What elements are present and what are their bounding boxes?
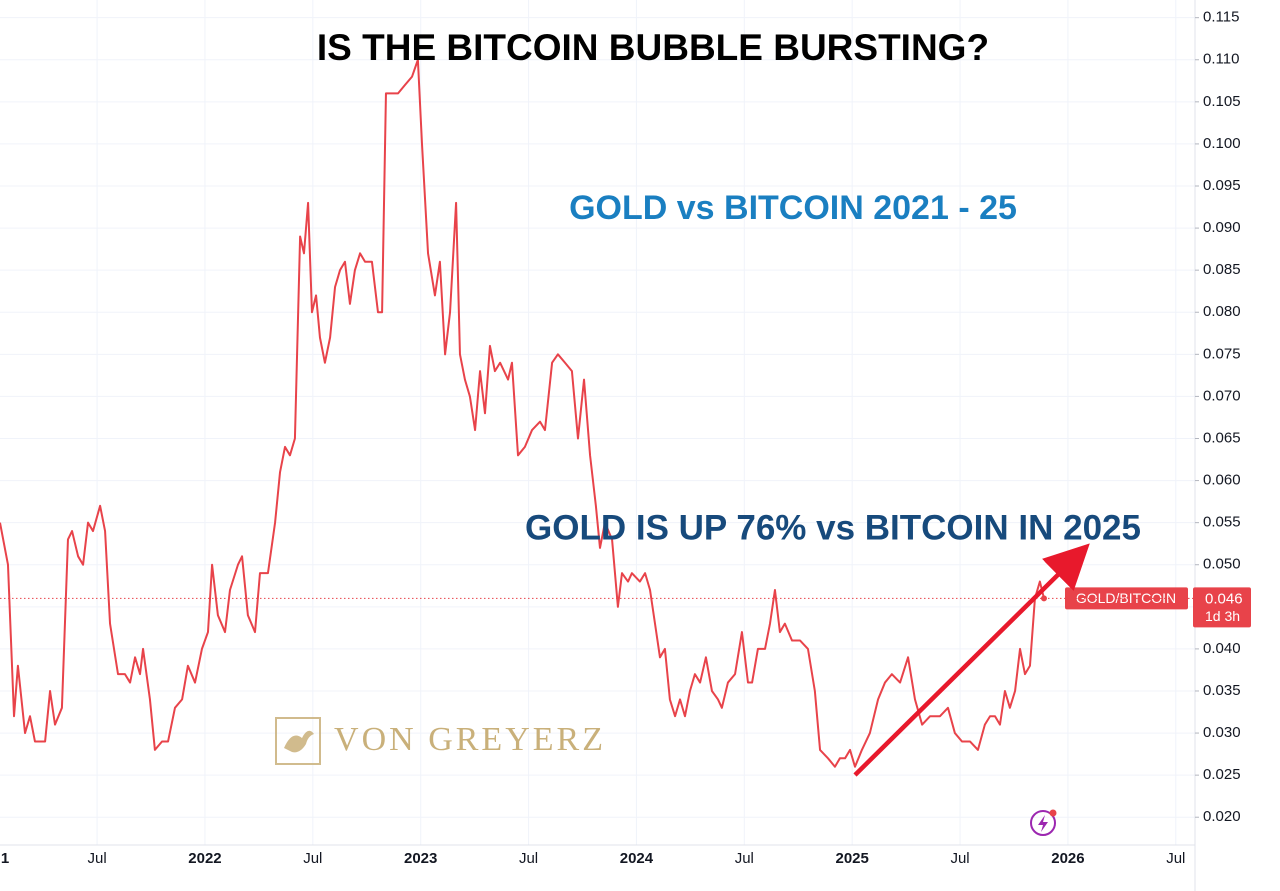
x-tick-label: 2024 xyxy=(620,850,654,867)
y-tick-label: 0.050 xyxy=(1203,556,1241,573)
y-tick-label: 0.110 xyxy=(1203,51,1239,68)
x-tick-label: 2023 xyxy=(404,850,437,867)
price-line xyxy=(0,58,1045,768)
x-tick-label: Jul xyxy=(87,850,106,867)
trend-arrow xyxy=(853,543,1090,777)
watermark-logo xyxy=(275,717,321,765)
y-tick-label: 0.065 xyxy=(1203,429,1241,446)
price-label: 0.046 xyxy=(1205,590,1243,607)
y-tick-label: 0.115 xyxy=(1203,9,1239,26)
x-tick-label: Jul xyxy=(519,850,538,867)
last-point xyxy=(1040,595,1047,602)
grid xyxy=(0,0,1195,845)
series-label-box xyxy=(1065,587,1188,610)
y-tick-label: 0.020 xyxy=(1203,808,1241,825)
y-tick-label: 0.105 xyxy=(1203,93,1241,110)
x-tick-label: 2022 xyxy=(188,850,221,867)
series-label: GOLD/BITCOIN xyxy=(1076,590,1176,606)
y-tick-label: 0.075 xyxy=(1203,345,1241,362)
y-tick-label: 0.040 xyxy=(1203,640,1241,657)
y-tick-label: 0.080 xyxy=(1203,303,1241,320)
countdown-label: 1d 3h xyxy=(1205,608,1240,624)
chart-subtitle: GOLD vs BITCOIN 2021 - 25 xyxy=(569,189,1017,227)
y-tick-label: 0.085 xyxy=(1203,261,1241,278)
x-tick-label: 2026 xyxy=(1051,850,1084,867)
y-tick-label: 0.030 xyxy=(1203,724,1241,741)
x-tick-label: Jul xyxy=(735,850,754,867)
y-tick-label: 0.090 xyxy=(1203,219,1241,236)
y-tick-label: 0.100 xyxy=(1203,135,1241,152)
x-tick-label: 1 xyxy=(1,850,9,867)
watermark: VON GREYERZ xyxy=(334,721,606,758)
price-label-box xyxy=(1193,587,1251,628)
y-tick-label: 0.035 xyxy=(1203,682,1241,699)
y-tick-label: 0.095 xyxy=(1203,177,1241,194)
y-tick-label: 0.055 xyxy=(1203,514,1241,531)
x-tick-label: Jul xyxy=(950,850,969,867)
plot xyxy=(0,58,1195,768)
annotation: GOLD IS UP 76% vs BITCOIN IN 2025 xyxy=(525,508,1141,547)
alert-icon[interactable] xyxy=(1030,809,1057,836)
y-tick-label: 0.060 xyxy=(1203,472,1241,489)
chart-title: IS THE BITCOIN BUBBLE BURSTING? xyxy=(317,27,989,68)
x-tick-label: Jul xyxy=(1166,850,1185,867)
axes: 0.0200.0250.0300.0350.0400.0450.0500.055… xyxy=(1,9,1251,867)
y-tick-label: 0.025 xyxy=(1203,766,1241,783)
x-tick-label: Jul xyxy=(303,850,322,867)
y-tick-label: 0.070 xyxy=(1203,387,1241,404)
x-tick-label: 2025 xyxy=(835,850,868,867)
